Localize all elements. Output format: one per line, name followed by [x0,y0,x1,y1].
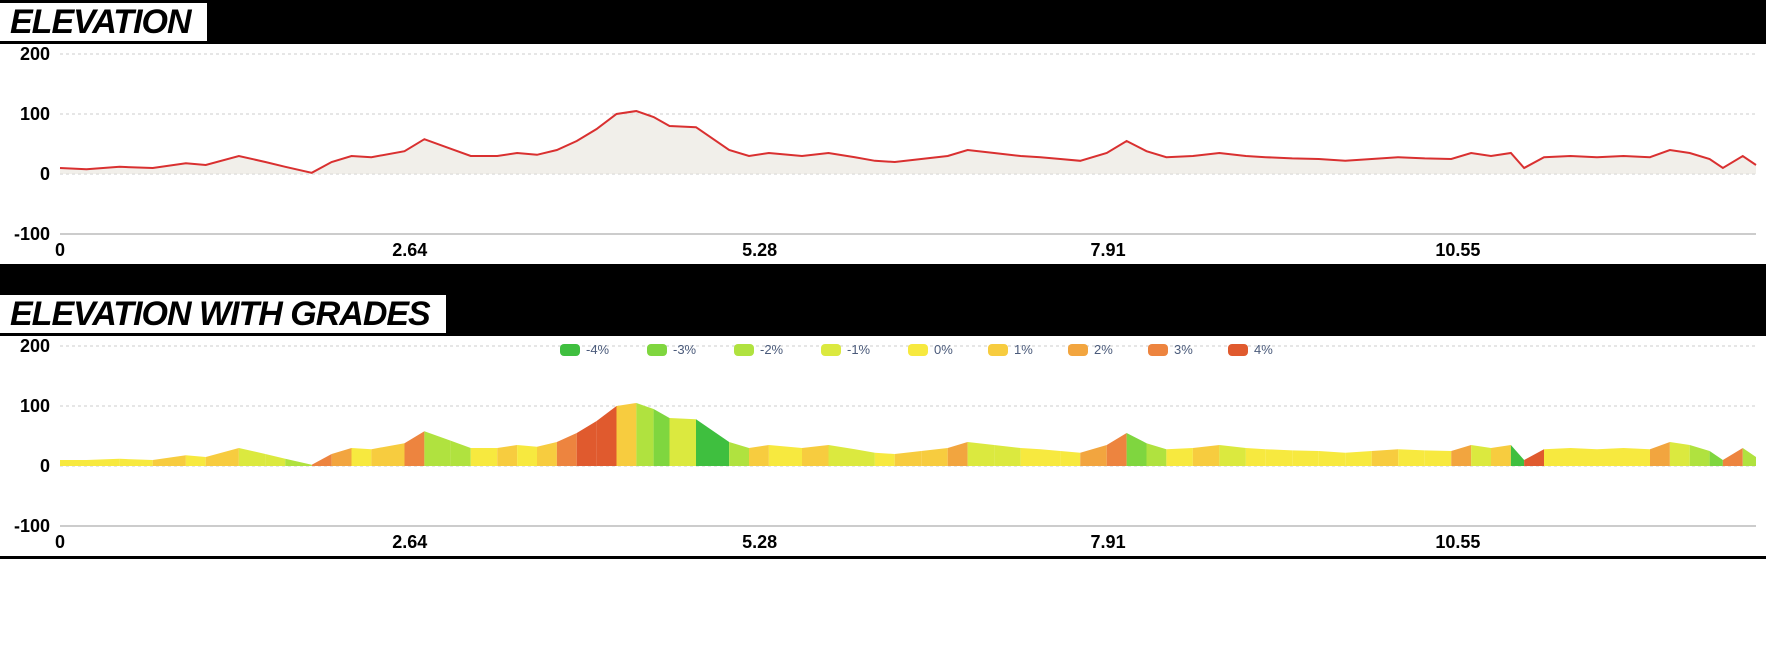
elevation-svg: -100010020002.645.287.9110.55 [0,44,1766,264]
svg-text:0: 0 [40,164,50,184]
svg-text:0: 0 [55,532,65,552]
bottom-rule [0,556,1766,559]
svg-text:0: 0 [40,456,50,476]
svg-text:5.28: 5.28 [742,240,777,260]
svg-text:0%: 0% [934,342,953,357]
svg-text:3%: 3% [1174,342,1193,357]
svg-text:-4%: -4% [586,342,610,357]
grades-chart: -100010020002.645.287.9110.55-4%-3%-2%-1… [0,336,1766,556]
elevation-title-bar: ELEVATION [0,0,1766,44]
svg-text:-100: -100 [14,516,50,536]
separator-bar [0,264,1766,292]
grades-title-bar: ELEVATION WITH GRADES [0,292,1766,336]
svg-text:1%: 1% [1014,342,1033,357]
svg-text:10.55: 10.55 [1435,240,1480,260]
grades-title: ELEVATION WITH GRADES [0,295,446,333]
svg-text:2.64: 2.64 [392,240,427,260]
svg-text:100: 100 [20,104,50,124]
svg-text:-3%: -3% [673,342,697,357]
elevation-title: ELEVATION [0,3,207,41]
svg-text:200: 200 [20,336,50,356]
svg-text:2%: 2% [1094,342,1113,357]
svg-text:-1%: -1% [847,342,871,357]
svg-text:10.55: 10.55 [1435,532,1480,552]
svg-text:7.91: 7.91 [1091,240,1126,260]
svg-text:7.91: 7.91 [1091,532,1126,552]
svg-text:-2%: -2% [760,342,784,357]
svg-text:4%: 4% [1254,342,1273,357]
svg-text:200: 200 [20,44,50,64]
svg-text:0: 0 [55,240,65,260]
grades-svg: -100010020002.645.287.9110.55-4%-3%-2%-1… [0,336,1766,556]
svg-text:2.64: 2.64 [392,532,427,552]
svg-text:100: 100 [20,396,50,416]
svg-text:5.28: 5.28 [742,532,777,552]
elevation-chart: -100010020002.645.287.9110.55 [0,44,1766,264]
svg-text:-100: -100 [14,224,50,244]
